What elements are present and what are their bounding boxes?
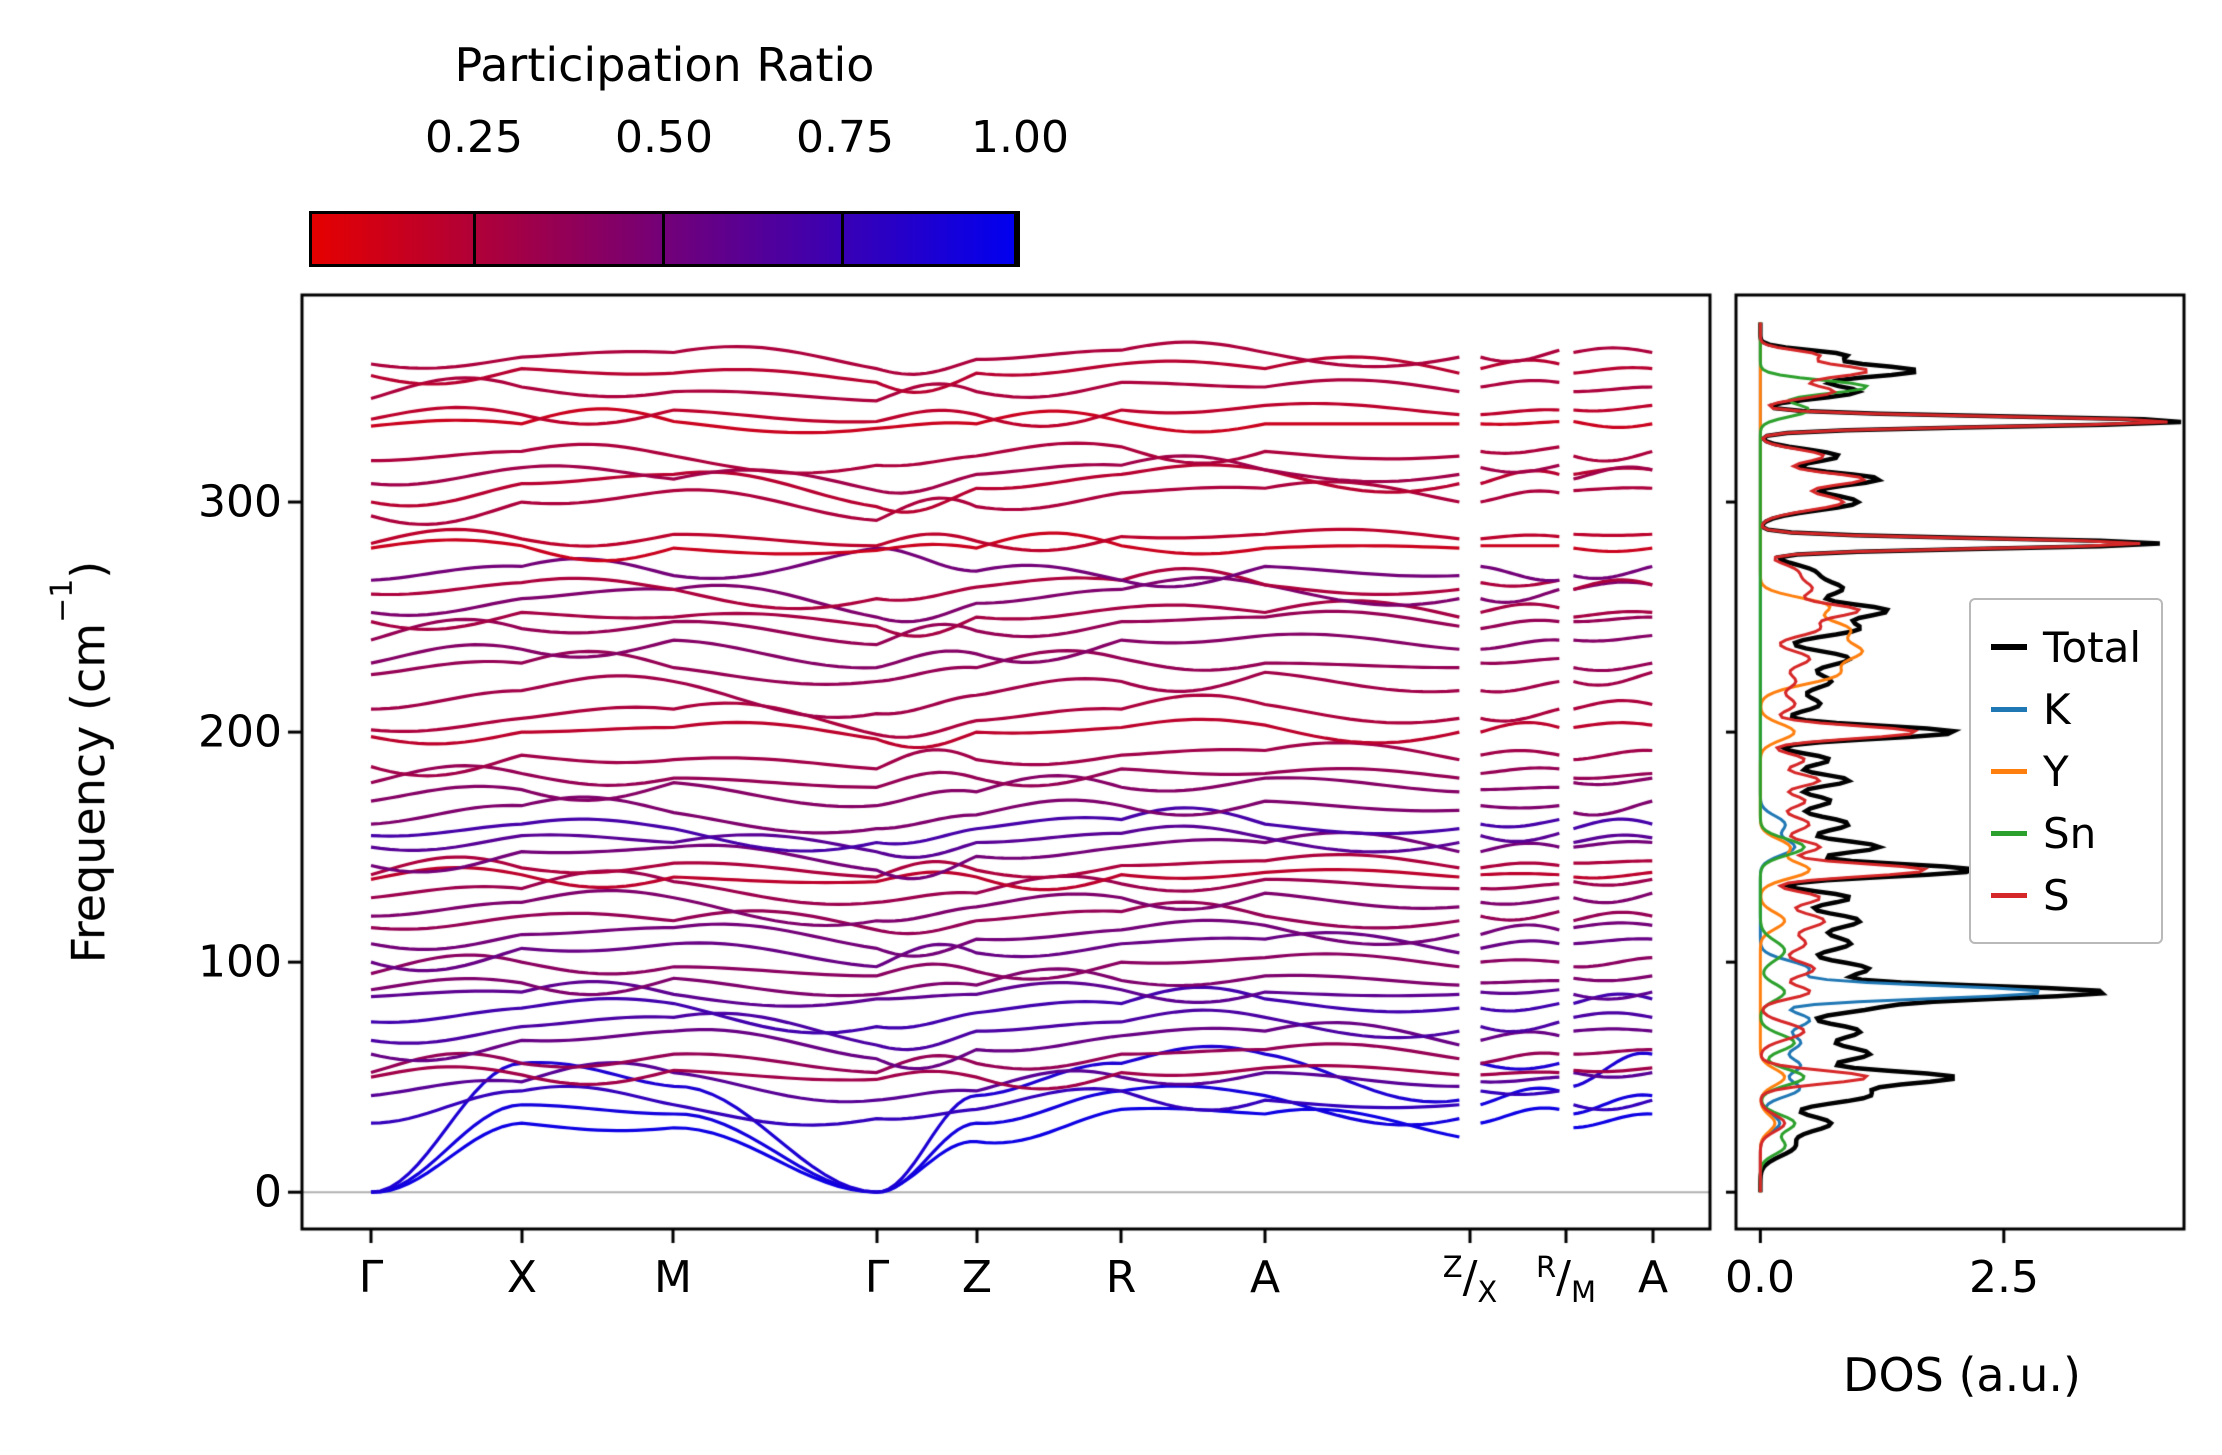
x-tick-label-z: Z: [961, 1252, 993, 1303]
x-tick-label-a2: A: [1637, 1252, 1669, 1303]
dos-tick-label: 2.5: [1969, 1252, 2039, 1303]
dos-axis-label: DOS (a.u.): [1843, 1348, 2081, 1402]
colorbar-title: Participation Ratio: [454, 38, 875, 92]
y-axis-label-exponent: −1: [44, 578, 80, 623]
colorbar-tick-label: 0.50: [615, 112, 713, 163]
legend-line-k: [1991, 706, 2027, 712]
legend-line-s: [1991, 892, 2027, 898]
legend-item-k: K: [1991, 678, 2141, 740]
legend-item-total: Total: [1991, 616, 2141, 678]
x-tick-slash: /: [1556, 1252, 1571, 1303]
legend-label-total: Total: [2043, 622, 2142, 672]
colorbar-tick-mark: [472, 214, 476, 264]
colorbar-gradient: [309, 211, 1020, 267]
x-tick-label-r: R: [1105, 1252, 1137, 1303]
dos-tick-label: 0.0: [1725, 1252, 1795, 1303]
legend-line-y: [1991, 768, 2027, 774]
y-tick-label: 300: [198, 476, 282, 528]
y-axis-label: Frequency (cm−1): [45, 560, 116, 964]
x-tick-label-x: X: [506, 1252, 538, 1303]
x-tick-label-gamma: Γ: [358, 1252, 384, 1303]
x-tick-sub: M: [1570, 1275, 1597, 1309]
x-tick-label-z-x: Z/X: [1442, 1250, 1498, 1309]
x-tick-sup: R: [1535, 1250, 1557, 1284]
y-axis-label-text: Frequency (cm: [61, 622, 116, 964]
x-tick-label-m: M: [654, 1252, 692, 1303]
x-tick-label-r-m: R/M: [1535, 1250, 1596, 1309]
legend-label-sn: Sn: [2043, 808, 2097, 858]
legend-item-y: Y: [1991, 740, 2141, 802]
legend-item-sn: Sn: [1991, 802, 2141, 864]
legend-label-k: K: [2043, 684, 2071, 734]
y-axis-label-close: ): [61, 560, 116, 579]
y-tick-label: 200: [198, 706, 282, 758]
x-tick-sup: Z: [1442, 1250, 1463, 1284]
y-tick-label: 100: [198, 936, 282, 988]
x-tick-slash: /: [1462, 1252, 1478, 1303]
legend-label-y: Y: [2043, 746, 2069, 796]
x-tick-label-gamma2: Γ: [864, 1252, 890, 1303]
legend-line-total: [1991, 644, 2027, 650]
x-tick-label-a: A: [1249, 1252, 1281, 1303]
legend-label-s: S: [2043, 870, 2070, 920]
x-tick-sub: X: [1477, 1275, 1498, 1309]
legend-item-s: S: [1991, 864, 2141, 926]
colorbar-tick-label: 0.25: [425, 112, 523, 163]
dos-legend: Total K Y Sn S: [1969, 598, 2164, 944]
colorbar-tick-mark: [1014, 214, 1017, 264]
colorbar-tick-label: 0.75: [796, 112, 894, 163]
colorbar-tick-mark: [661, 214, 665, 264]
y-tick-label: 0: [254, 1166, 282, 1218]
colorbar-tick-mark: [840, 214, 844, 264]
colorbar-tick-label: 1.00: [971, 112, 1069, 163]
legend-line-sn: [1991, 830, 2027, 836]
